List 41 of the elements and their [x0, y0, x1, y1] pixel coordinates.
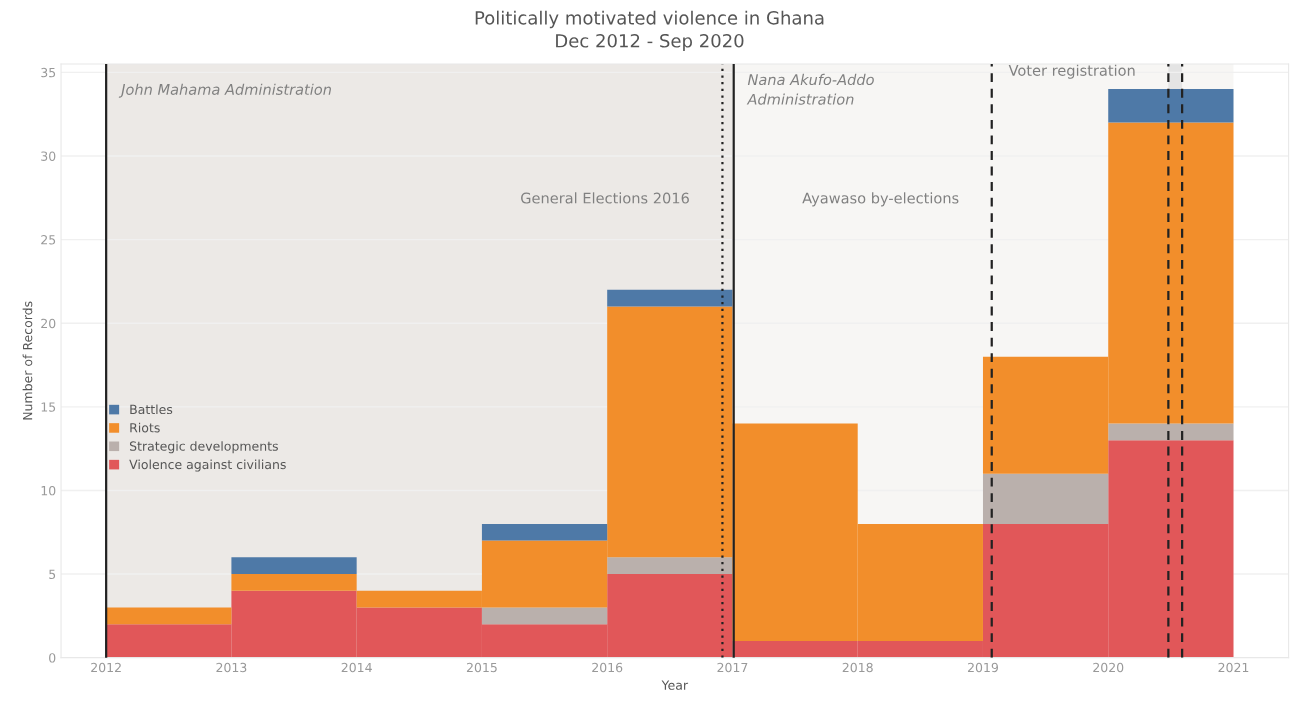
legend-label: Strategic developments: [129, 441, 278, 454]
x-tick-label: 2014: [341, 662, 372, 673]
bar: [607, 557, 733, 575]
ref-line-label: General Elections 2016: [521, 192, 689, 204]
chart-title: Politically motivated violence in Ghana: [475, 10, 824, 29]
x-tick-label: 2015: [466, 662, 497, 673]
x-axis-title: Year: [661, 680, 689, 690]
band-label: Nana Akufo-Addo Administration: [746, 73, 874, 105]
y-tick-label: 0: [49, 653, 56, 663]
x-tick-label: 2019: [967, 662, 998, 673]
chart-subtitle: Dec 2012 - Sep 2020: [556, 33, 744, 52]
y-tick-label: 15: [41, 402, 56, 412]
legend-label: Violence against civilians: [129, 459, 286, 472]
bar: [481, 607, 608, 625]
x-tick-label: 2020: [1093, 662, 1124, 673]
x-tick-label: 2016: [592, 662, 623, 673]
y-tick-label: 5: [49, 569, 56, 579]
y-tick-label: 10: [41, 485, 56, 496]
bar: [231, 557, 357, 575]
x-tick-label: 2018: [842, 662, 873, 673]
y-axis-title: Number of Records: [22, 301, 33, 420]
y-tick-label: 30: [41, 151, 56, 161]
bar: [607, 289, 733, 307]
bar: [1108, 423, 1234, 441]
x-tick-label: 2021: [1218, 662, 1249, 673]
band-label: John Mahama Administration: [118, 83, 331, 98]
x-tick-label: 2013: [216, 662, 247, 673]
y-tick-label: 35: [41, 67, 56, 78]
legend-label: Riots: [130, 422, 160, 433]
legend-label: Battles: [130, 404, 173, 415]
bar: [982, 473, 1109, 524]
bar: [106, 607, 232, 625]
bar: [481, 523, 608, 541]
band-label: Voter registration: [1008, 64, 1135, 79]
x-tick-label: 2012: [91, 662, 121, 673]
bar: [1108, 89, 1234, 123]
bar: [231, 574, 357, 591]
y-tick-label: 25: [41, 235, 56, 245]
ref-line-label: Ayawaso by-elections: [802, 192, 959, 207]
y-tick-label: 20: [41, 318, 56, 329]
x-tick-label: 2017: [717, 662, 748, 673]
